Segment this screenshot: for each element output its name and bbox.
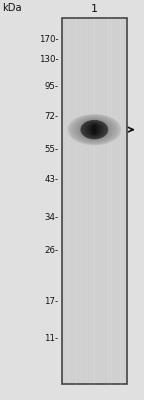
Ellipse shape bbox=[77, 119, 111, 140]
Text: 34-: 34- bbox=[44, 213, 58, 222]
Text: 26-: 26- bbox=[44, 246, 58, 255]
Ellipse shape bbox=[75, 118, 114, 142]
Ellipse shape bbox=[88, 124, 101, 136]
Ellipse shape bbox=[72, 116, 116, 143]
Ellipse shape bbox=[73, 117, 116, 142]
Ellipse shape bbox=[69, 115, 120, 144]
Ellipse shape bbox=[87, 123, 101, 136]
Text: 170-: 170- bbox=[39, 36, 58, 44]
Ellipse shape bbox=[92, 126, 97, 134]
Ellipse shape bbox=[78, 119, 110, 140]
Ellipse shape bbox=[86, 122, 103, 137]
Ellipse shape bbox=[82, 121, 107, 138]
Ellipse shape bbox=[86, 123, 102, 136]
Ellipse shape bbox=[77, 118, 112, 141]
Text: kDa: kDa bbox=[2, 3, 22, 13]
Ellipse shape bbox=[74, 117, 115, 142]
Ellipse shape bbox=[70, 115, 119, 144]
Ellipse shape bbox=[68, 114, 121, 145]
Ellipse shape bbox=[83, 121, 106, 138]
Ellipse shape bbox=[81, 120, 108, 139]
Ellipse shape bbox=[84, 122, 105, 138]
Text: 55-: 55- bbox=[44, 144, 58, 154]
Ellipse shape bbox=[89, 124, 100, 135]
Ellipse shape bbox=[93, 126, 96, 134]
Text: 72-: 72- bbox=[44, 112, 58, 120]
Text: 1: 1 bbox=[91, 4, 98, 14]
Text: 43-: 43- bbox=[44, 174, 58, 184]
Ellipse shape bbox=[93, 126, 95, 133]
Text: 95-: 95- bbox=[44, 82, 58, 90]
Ellipse shape bbox=[70, 116, 118, 144]
Ellipse shape bbox=[91, 125, 98, 134]
Ellipse shape bbox=[85, 122, 104, 137]
Text: 130-: 130- bbox=[39, 55, 58, 64]
Text: 17-: 17- bbox=[44, 297, 58, 306]
Ellipse shape bbox=[71, 116, 117, 143]
Ellipse shape bbox=[90, 124, 99, 135]
Text: 11-: 11- bbox=[44, 334, 58, 343]
Ellipse shape bbox=[80, 120, 108, 139]
FancyBboxPatch shape bbox=[62, 18, 127, 384]
Ellipse shape bbox=[79, 120, 109, 140]
Ellipse shape bbox=[76, 118, 113, 141]
